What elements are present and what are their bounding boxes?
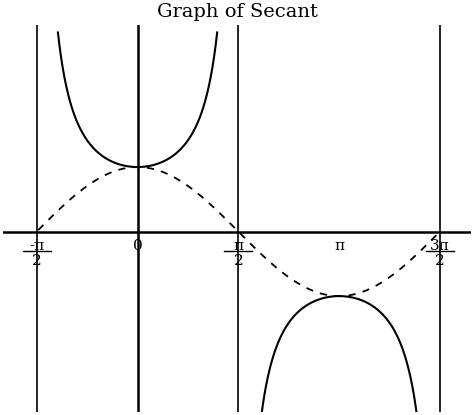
Title: Graph of Secant: Graph of Secant — [156, 3, 318, 21]
Text: 2: 2 — [435, 254, 445, 268]
Text: π: π — [233, 239, 243, 253]
Text: 3π: 3π — [430, 239, 450, 253]
Text: -π: -π — [29, 239, 45, 253]
Text: 0: 0 — [133, 239, 142, 253]
Text: π: π — [334, 239, 344, 253]
Text: 2: 2 — [32, 254, 42, 268]
Text: 2: 2 — [234, 254, 243, 268]
